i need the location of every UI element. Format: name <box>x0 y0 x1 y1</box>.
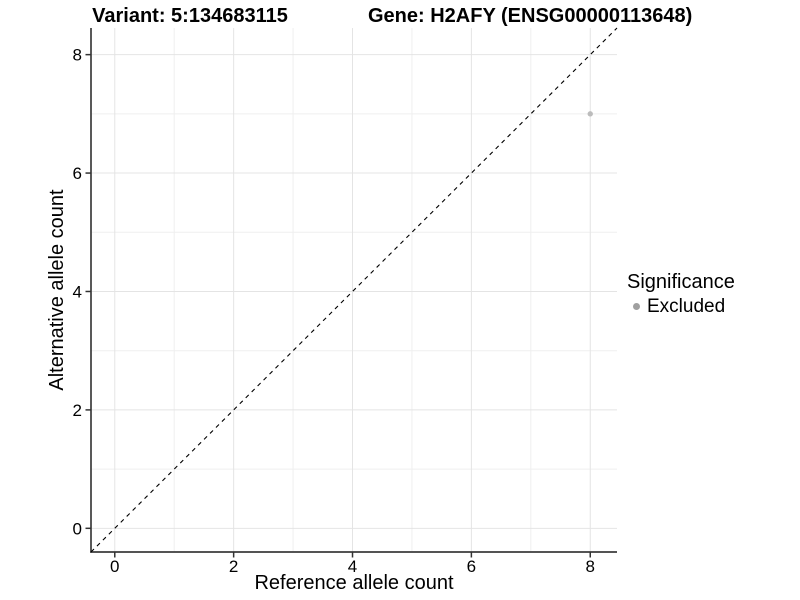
x-tick-label: 0 <box>110 557 119 576</box>
x-tick-label: 8 <box>586 557 595 576</box>
plot-title-variant: Variant: 5:134683115 <box>92 5 288 27</box>
y-tick-label: 4 <box>73 282 82 301</box>
legend-item-excluded: Excluded <box>627 296 735 317</box>
legend: Significance Excluded <box>627 271 735 317</box>
x-tick-label: 2 <box>229 557 238 576</box>
y-tick-label: 8 <box>73 46 82 65</box>
legend-title: Significance <box>627 271 735 293</box>
plot-title-gene: Gene: H2AFY (ENSG00000113648) <box>368 5 693 27</box>
y-tick-label: 2 <box>73 401 82 420</box>
x-axis-title: Reference allele count <box>254 572 454 594</box>
legend-dot-icon <box>633 303 640 310</box>
data-point <box>587 111 593 117</box>
x-tick-label: 6 <box>467 557 476 576</box>
y-axis-title: Alternative allele count <box>46 189 68 391</box>
legend-item-label: Excluded <box>647 296 726 317</box>
y-tick-label: 6 <box>73 164 82 183</box>
y-tick-label: 0 <box>73 519 82 538</box>
x-tick-label: 4 <box>348 557 357 576</box>
identity-line <box>90 27 618 553</box>
